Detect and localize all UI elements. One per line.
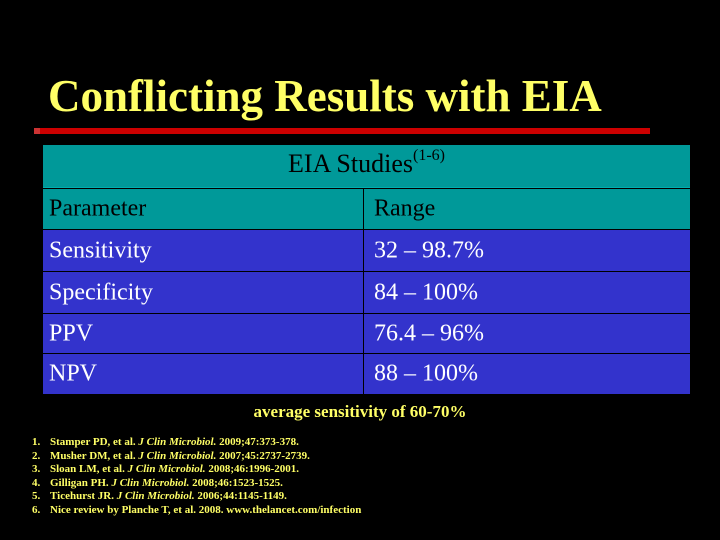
reference-citation: 2007;45:2737-2739. bbox=[216, 449, 310, 462]
slide-title: Conflicting Results with EIA bbox=[48, 71, 602, 121]
reference-text: Ticehurst JR. bbox=[50, 490, 117, 503]
table-header-row: Parameter Range bbox=[43, 188, 690, 229]
table-caption-citation: (1-6) bbox=[412, 147, 445, 164]
reference-journal: J Clin Microbiol. bbox=[138, 436, 217, 448]
reference-text: Nice review by Planche T, et al. 2008. w… bbox=[50, 503, 362, 516]
reference-item: 5. Ticehurst JR. J Clin Microbiol. 2006;4… bbox=[32, 490, 361, 504]
table-caption-row: EIA Studies(1-6) bbox=[43, 145, 690, 188]
parameter-cell: NPV bbox=[49, 360, 98, 387]
reference-item: 6. Nice review by Planche T, et al. 2008.… bbox=[32, 504, 361, 518]
reference-number: 2. bbox=[32, 449, 41, 462]
range-cell: 32 – 98.7% bbox=[374, 237, 484, 263]
reference-item: 3. Sloan LM, et al. J Clin Microbiol. 200… bbox=[32, 463, 361, 477]
table-row: NPV 88 – 100% bbox=[43, 353, 690, 394]
column-header-range: Range bbox=[374, 195, 436, 222]
reference-text: Sloan LM, et al. bbox=[50, 463, 128, 476]
reference-number: 6. bbox=[32, 503, 41, 516]
reference-journal: J Clin Microbiol. bbox=[111, 476, 190, 489]
reference-number: 4. bbox=[32, 476, 41, 489]
table-row: Specificity 84 – 100% bbox=[43, 271, 690, 313]
reference-citation: 2008;46:1523-1525. bbox=[189, 476, 283, 489]
column-divider bbox=[363, 272, 364, 313]
reference-number: 3. bbox=[32, 463, 41, 476]
range-cell: 84 – 100% bbox=[374, 279, 478, 305]
table-row: Sensitivity 32 – 98.7% bbox=[43, 229, 690, 271]
column-divider bbox=[363, 314, 364, 353]
range-cell: 88 – 100% bbox=[374, 360, 478, 387]
parameter-cell: Sensitivity bbox=[49, 237, 152, 263]
table-caption: EIA Studies(1-6) bbox=[43, 147, 690, 179]
column-header-parameter: Parameter bbox=[49, 195, 147, 222]
reference-journal: J Clin Microbiol. bbox=[116, 490, 195, 503]
reference-number: 1. bbox=[32, 436, 41, 448]
reference-item: 4. Gilligan PH. J Clin Microbiol. 2008;46… bbox=[32, 477, 361, 491]
column-divider bbox=[363, 230, 364, 271]
reference-journal: J Clin Microbiol. bbox=[138, 449, 217, 462]
title-underline bbox=[40, 128, 650, 134]
reference-list: 1. Stamper PD, et al. J Clin Microbiol. 2… bbox=[32, 436, 361, 518]
reference-text: Gilligan PH. bbox=[50, 476, 112, 489]
reference-citation: 2009;47:373-378. bbox=[216, 436, 299, 448]
column-divider bbox=[363, 354, 364, 394]
title-rule-dot bbox=[34, 128, 40, 134]
parameter-cell: PPV bbox=[49, 320, 94, 346]
sensitivity-note: average sensitivity of 60-70% bbox=[253, 402, 467, 421]
range-cell: 76.4 – 96% bbox=[374, 320, 484, 346]
parameter-cell: Specificity bbox=[49, 279, 153, 305]
eia-studies-table: EIA Studies(1-6) Parameter Range Sensiti… bbox=[43, 145, 690, 394]
reference-citation: 2006;44:1145-1149. bbox=[194, 490, 287, 503]
reference-citation: 2008;46:1996-2001. bbox=[205, 463, 300, 476]
column-divider bbox=[363, 189, 364, 229]
reference-text: Stamper PD, et al. bbox=[50, 436, 139, 448]
reference-text: Musher DM, et al. bbox=[50, 449, 139, 462]
table-caption-text: EIA Studies bbox=[288, 149, 413, 178]
reference-item: 2. Musher DM, et al. J Clin Microbiol. 20… bbox=[32, 450, 361, 464]
reference-journal: J Clin Microbiol. bbox=[127, 463, 206, 476]
reference-item: 1. Stamper PD, et al. J Clin Microbiol. 2… bbox=[32, 436, 361, 450]
reference-number: 5. bbox=[32, 490, 41, 503]
table-row: PPV 76.4 – 96% bbox=[43, 313, 690, 353]
